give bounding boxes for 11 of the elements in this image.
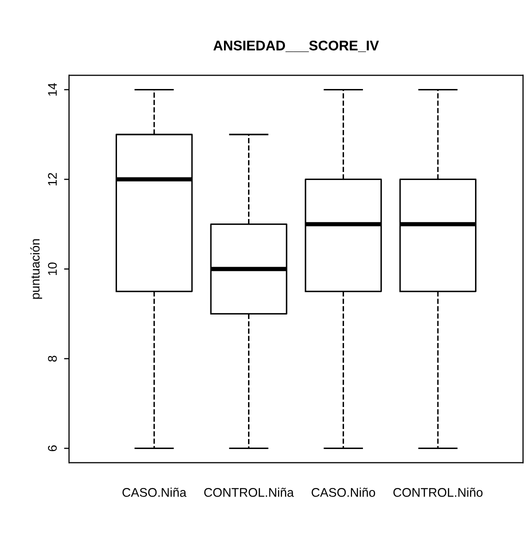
y-axis-title: puntuación bbox=[30, 239, 42, 299]
x-tick-label: CASO.Niño bbox=[312, 488, 376, 497]
y-tick-label: 8 bbox=[48, 356, 57, 362]
y-tick-label: 6 bbox=[48, 445, 57, 452]
x-tick-label: CONTROL.Niña bbox=[204, 488, 294, 497]
x-tick-label: CONTROL.Niño bbox=[393, 488, 483, 497]
chart-title: ANSIEDAD___SCORE_IV bbox=[213, 40, 379, 52]
x-tick-label: CASO.Niña bbox=[122, 488, 186, 497]
y-tick-label: 10 bbox=[48, 262, 57, 275]
y-tick-label: 12 bbox=[48, 173, 57, 186]
y-tick-label: 14 bbox=[48, 83, 57, 96]
